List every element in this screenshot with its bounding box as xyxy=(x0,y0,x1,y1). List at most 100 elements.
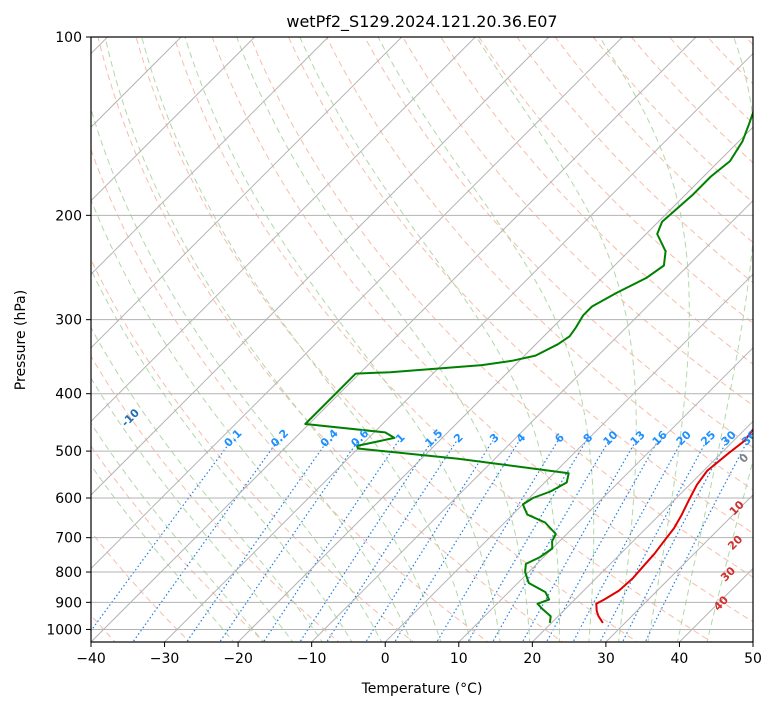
isobars xyxy=(91,37,753,630)
dry-adiabat-line xyxy=(249,37,753,578)
dry-adiabat-line xyxy=(326,37,753,491)
dry-adiabat-label: -30 xyxy=(0,359,1,382)
mixing-ratio-label: 6 xyxy=(552,431,567,446)
dry-adiabat-line xyxy=(402,37,753,407)
y-axis: 100 200 300 400 500 600 700 800 900 1000 xyxy=(46,30,91,638)
dry-adiabats xyxy=(91,37,753,642)
mixing-ratio-line xyxy=(621,440,728,642)
y-tick-label: 1000 xyxy=(46,622,82,638)
x-tick-label: 40 xyxy=(671,651,689,667)
isotherm-line xyxy=(531,420,753,642)
mixing-ratio-label: 0.2 xyxy=(268,427,291,450)
isotherm-line xyxy=(91,37,624,570)
y-tick-label: 500 xyxy=(55,444,82,460)
moist-adiabat-line xyxy=(91,107,412,642)
x-tick-label: −40 xyxy=(76,651,106,667)
isotherm-line xyxy=(310,199,753,642)
x-axis: −40 −30 −20 −10 0 10 20 30 40 50 xyxy=(76,642,762,667)
x-tick-label: 20 xyxy=(523,651,541,667)
mixing-ratio-label: 3 xyxy=(487,431,502,446)
mixing-ratio-line xyxy=(326,440,458,642)
mixing-ratio-label: 0.1 xyxy=(222,427,245,450)
x-tick-label: −20 xyxy=(223,651,253,667)
y-tick-label: 900 xyxy=(55,595,82,611)
chart-title: wetPf2_S129.2024.121.20.36.E07 xyxy=(286,12,557,32)
dry-adiabat-line xyxy=(516,37,753,284)
mixing-ratio-line xyxy=(545,440,659,642)
dry-adiabat-line xyxy=(440,37,753,365)
moist-adiabat-line xyxy=(476,37,637,642)
dry-adiabat-line xyxy=(91,445,265,642)
dry-adiabat-line xyxy=(91,148,489,642)
mixing-ratio-label: 25 xyxy=(698,428,718,448)
dry-adiabat-line xyxy=(135,37,639,642)
mixing-ratio-lines xyxy=(91,440,749,642)
mixing-ratio-label: 36 xyxy=(739,428,759,448)
dry-adiabat-line xyxy=(478,37,753,324)
moist-adiabats xyxy=(91,37,753,642)
isotherm-line xyxy=(91,37,697,642)
isotherm-line xyxy=(384,273,753,642)
mixing-ratio-line xyxy=(491,440,610,642)
mixing-ratio-line xyxy=(436,440,559,642)
dewpoint-profile-line xyxy=(304,109,753,624)
line-labels: -100-90-80-70-60-50-40-30-20-1000.10.20.… xyxy=(0,359,759,613)
y-tick-label: 100 xyxy=(55,30,82,46)
mixing-ratio-label: 13 xyxy=(628,428,648,448)
mixing-ratio-line xyxy=(599,440,708,642)
plot-area: -100-90-80-70-60-50-40-30-20-1000.10.20.… xyxy=(0,37,759,642)
dry-adiabat-line xyxy=(173,37,713,642)
mixing-ratio-label: 8 xyxy=(581,431,596,446)
isotherm-line xyxy=(91,37,182,128)
moist-adiabat-line xyxy=(91,326,323,642)
moist-adiabat-label: 40 xyxy=(711,593,731,613)
dry-adiabat-line xyxy=(287,37,753,534)
y-tick-label: 800 xyxy=(55,565,82,581)
isotherm-line xyxy=(91,37,329,275)
moist-adiabat-line xyxy=(91,422,264,642)
moist-adiabat-line xyxy=(104,37,442,642)
mixing-ratio-label: 30 xyxy=(719,428,739,448)
moist-adiabat-line xyxy=(184,37,501,642)
mixing-ratio-line xyxy=(572,440,683,642)
dry-adiabat-label: -10 xyxy=(119,406,142,429)
mixing-ratio-label: 0.4 xyxy=(318,427,341,450)
dry-adiabat-line xyxy=(745,37,753,46)
mixing-ratio-label: 20 xyxy=(674,428,694,448)
isotherm-line xyxy=(91,37,550,496)
x-tick-label: −30 xyxy=(150,651,180,667)
isotherm-line xyxy=(91,37,403,349)
moist-adiabat-label: 10 xyxy=(727,498,747,518)
isotherm-line xyxy=(458,347,753,642)
temperature-profile-line xyxy=(595,427,753,624)
x-tick-label: 30 xyxy=(597,651,615,667)
mixing-ratio-line xyxy=(365,440,494,642)
y-tick-label: 300 xyxy=(55,313,82,329)
y-tick-label: 700 xyxy=(55,531,82,547)
mixing-ratio-line xyxy=(262,440,400,642)
mixing-ratio-line xyxy=(185,440,329,642)
moist-adiabat-line xyxy=(91,464,235,642)
profiles xyxy=(304,109,753,624)
dry-adiabat-line xyxy=(364,37,753,449)
moist-adiabat-line xyxy=(91,198,383,642)
isotherm-line xyxy=(91,37,256,202)
dry-adiabat-line xyxy=(91,258,415,642)
mixing-ratio-label: 10 xyxy=(601,428,621,448)
y-tick-label: 600 xyxy=(55,491,82,507)
y-tick-label: 200 xyxy=(55,208,82,224)
isotherm-line xyxy=(752,641,753,642)
isotherm-line xyxy=(237,126,753,642)
moist-adiabat-line xyxy=(299,37,560,642)
moist-adiabat-label: 30 xyxy=(718,564,738,584)
x-tick-label: 10 xyxy=(450,651,468,667)
isotherm-line xyxy=(605,494,753,642)
y-axis-label: Pressure (hPa) xyxy=(13,290,29,390)
dry-adiabat-label: 0 xyxy=(737,451,752,466)
mixing-ratio-label: 1 xyxy=(393,431,408,446)
mixing-ratio-line xyxy=(521,440,637,642)
isotherm-line xyxy=(678,567,753,642)
mixing-ratio-line xyxy=(91,440,232,632)
dry-adiabat-line xyxy=(91,355,340,642)
